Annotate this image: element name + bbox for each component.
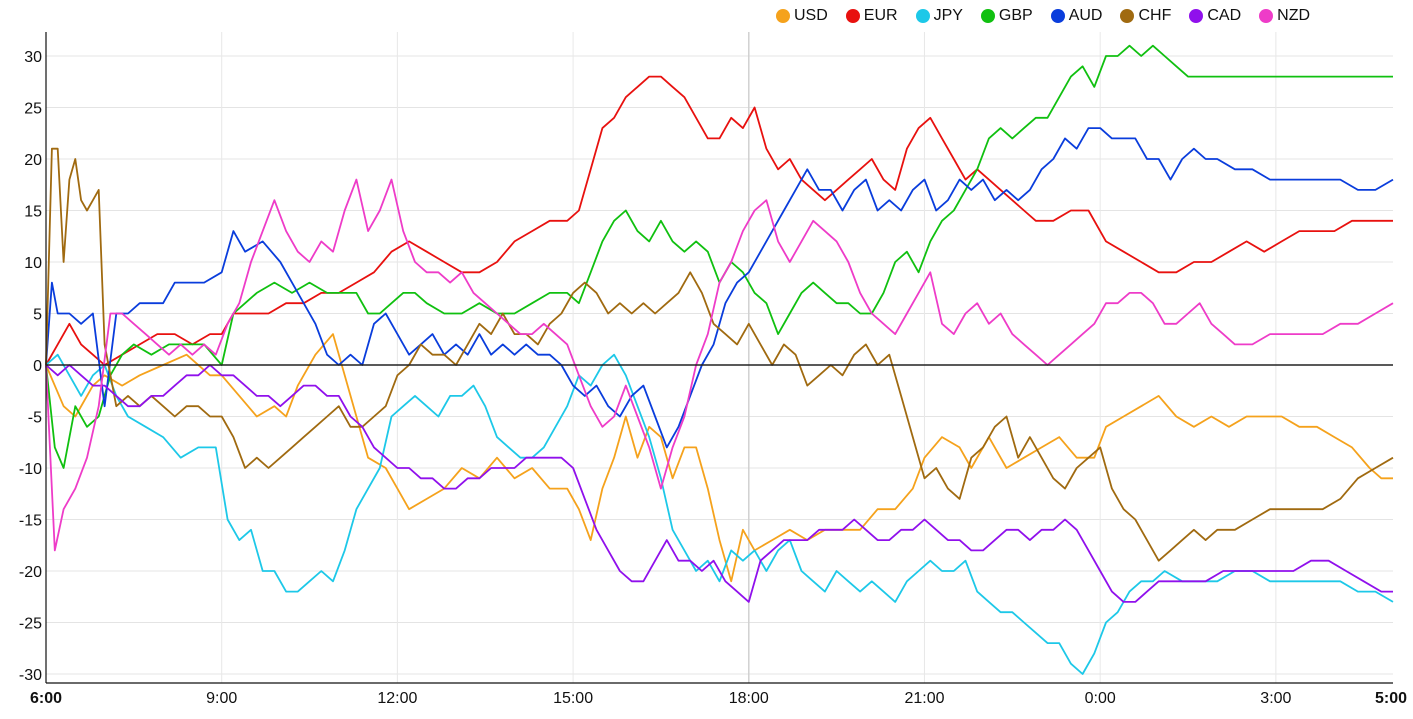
x-tick-label: 21:00	[904, 690, 944, 707]
y-tick-label: 15	[24, 204, 42, 221]
y-tick-label: 25	[24, 101, 42, 118]
legend-label: EUR	[863, 7, 898, 24]
y-tick-label: 10	[24, 255, 42, 272]
y-tick-label: -30	[19, 667, 42, 684]
x-tick-label: 3:00	[1260, 690, 1291, 707]
series-line-eur	[45, 75, 1393, 366]
x-tick-label: 15:00	[553, 690, 593, 707]
y-tick-label: -10	[19, 461, 42, 478]
y-tick-label: 20	[24, 152, 42, 169]
x-tick-label: 9:00	[206, 690, 237, 707]
x-tick-label: 12:00	[377, 690, 417, 707]
series-line-jpy	[45, 353, 1394, 675]
legend-marker	[1189, 9, 1204, 23]
grid	[46, 32, 1393, 683]
series-layer	[45, 44, 1394, 675]
axes	[45, 32, 1393, 684]
legend-marker	[980, 9, 995, 23]
x-tick-label: 0:00	[1085, 690, 1116, 707]
legend-label: AUD	[1068, 7, 1103, 24]
y-tick-label: -25	[19, 616, 42, 633]
series-line-chf	[45, 147, 1394, 562]
legend-item-chf[interactable]: CHF	[1120, 5, 1171, 27]
series-line-aud	[45, 127, 1394, 449]
legend-item-jpy[interactable]: JPY	[915, 5, 963, 27]
legend-label: JPY	[933, 7, 963, 24]
legend-marker	[776, 9, 790, 23]
legend-label: GBP	[998, 7, 1033, 24]
chart-legend: USD EUR JPY GBP AUD CHF CAD NZD	[776, 5, 1328, 27]
legend-label: USD	[794, 7, 828, 24]
y-tick-label: 0	[33, 358, 42, 375]
x-tick-label: 6:00	[30, 690, 62, 707]
tick-labels: 30 25 20 15 10 5 0 -5 -10 -15 -20 -25 -30 6:00 9:00 12:…	[19, 49, 1407, 707]
legend-marker	[845, 9, 860, 23]
series-line-nzd	[45, 178, 1394, 552]
legend-item-eur[interactable]: EUR	[845, 5, 898, 27]
series-line-cad	[45, 364, 1393, 603]
y-tick-label: -15	[19, 513, 42, 530]
series-line-gbp	[45, 44, 1393, 469]
legend-marker	[1120, 9, 1135, 23]
y-tick-label: 30	[24, 49, 42, 66]
legend-item-usd[interactable]: USD	[776, 5, 828, 27]
legend-label: CHF	[1138, 7, 1172, 24]
y-tick-label: -20	[19, 564, 42, 581]
legend-label: CAD	[1207, 7, 1242, 24]
x-tick-label: 5:00	[1375, 690, 1407, 707]
legend-item-aud[interactable]: AUD	[1050, 5, 1103, 27]
x-tick-label: 18:00	[729, 690, 769, 707]
legend-marker	[1259, 9, 1274, 23]
legend-marker	[915, 9, 930, 23]
y-tick-label: -5	[28, 410, 42, 427]
legend-marker	[1050, 9, 1065, 23]
legend-item-cad[interactable]: CAD	[1189, 5, 1241, 27]
legend-item-nzd[interactable]: NZD	[1259, 5, 1310, 27]
legend-item-gbp[interactable]: GBP	[980, 5, 1033, 27]
series-line-usd	[45, 333, 1393, 583]
legend-label: NZD	[1277, 7, 1311, 24]
y-tick-label: 5	[33, 307, 42, 324]
